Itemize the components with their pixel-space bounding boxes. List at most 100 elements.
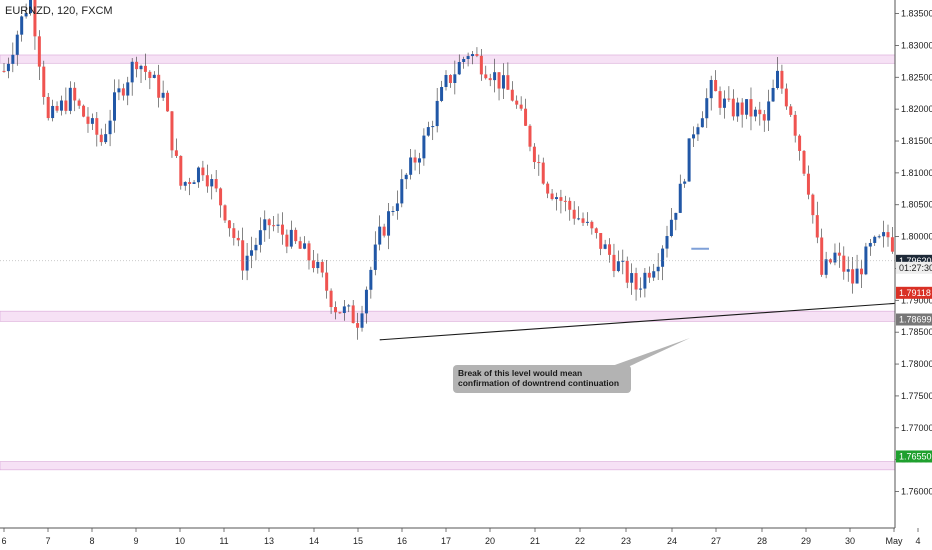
price-tick-label: 1.83500 [901,9,932,19]
candle-body [572,209,576,219]
candle-body [201,167,205,176]
candle-body [665,236,669,249]
candle [833,243,837,266]
candle [86,107,90,133]
candle-body [793,114,797,136]
candle [404,172,408,190]
time-axis[interactable]: 6 7 8 9 10 11 13 14 15 16 17 20 21 22 23 24 27 28 29 30 May 4 [0,527,921,546]
candle [303,236,307,250]
candle-body [493,72,497,81]
candle-body [815,215,819,238]
candle [652,263,656,281]
candle [334,301,337,320]
candle [453,60,457,95]
candle [99,128,103,146]
candle [798,134,802,161]
candle-body [113,92,116,121]
candle [369,266,373,299]
symbol-label: EURNZD, 120, FXCM [5,5,113,17]
candle-body [342,306,346,314]
candle [276,213,280,233]
candle [245,243,249,281]
annotation-line-1: Break of this level would mean [458,368,583,378]
candle-body [789,106,793,115]
candle [519,96,523,111]
candle-body [674,212,678,220]
candle [621,249,625,275]
candle [11,42,15,73]
candle-body [64,100,68,111]
candle [33,0,37,50]
price-tag-label: 1.79620 [899,256,932,266]
candle [280,212,284,245]
candle [183,181,187,191]
candle-body [364,289,368,314]
candle-body [126,82,130,96]
candle-body [387,211,391,236]
candle [263,210,267,242]
candle [395,190,399,220]
annotation-line-2: confirmation of downtrend continuation [458,378,620,388]
candle-body [577,218,581,220]
price-tick-label: 1.83000 [901,40,932,50]
candle-body [422,135,426,159]
candle-body [444,74,448,88]
time-tick-label: 15 [353,536,363,546]
candle [73,82,77,112]
candle-body [382,226,386,236]
candle [95,111,99,147]
candle-body [24,13,28,17]
annotation-callout[interactable]: Break of this level would mean confirmat… [453,365,631,393]
candle-body [550,193,554,200]
candle-body [621,260,625,262]
candle-body [506,75,510,90]
candle-body [484,74,488,79]
candle [780,64,784,94]
candle-body [254,244,258,251]
time-tick-label: 7 [45,536,50,546]
candle [15,30,19,66]
candle [510,81,514,102]
candle [603,239,607,250]
price-tick-label: 1.82000 [901,104,932,114]
candle [771,79,775,103]
candle [524,98,528,126]
callout-pointer [612,338,690,366]
price-tag-label: 1.78699 [899,315,932,325]
candle [205,164,209,193]
candle [731,89,735,121]
candle [307,240,311,270]
price-axis[interactable]: 1.83500 1.83000 1.82500 1.82000 1.81500 1.810… [894,0,932,550]
candle [90,113,94,130]
price-tag: 01:27:30 [896,261,932,274]
candle-body [859,268,863,275]
candle-body [833,252,837,263]
candle [325,260,329,299]
candle-body [11,54,15,64]
candle [634,267,638,301]
candle-body [170,111,174,151]
candle [227,220,231,237]
price-tag-label: 1.79118 [899,288,931,298]
candle [559,189,563,214]
candle [55,101,59,113]
candle-body [20,16,24,35]
candle-body [192,182,196,184]
candle [126,76,130,106]
candle [488,73,492,87]
candle [289,220,293,249]
candle-body [59,100,63,111]
candle [776,56,779,90]
candle-body [718,91,722,108]
candle [696,123,700,142]
candle [294,227,298,244]
candle [179,155,183,190]
candle-body [515,100,519,105]
trendline [379,300,932,341]
candle-body [634,273,638,290]
candle [258,217,262,253]
candle [740,98,744,128]
candle [64,87,68,115]
candle [665,225,669,258]
